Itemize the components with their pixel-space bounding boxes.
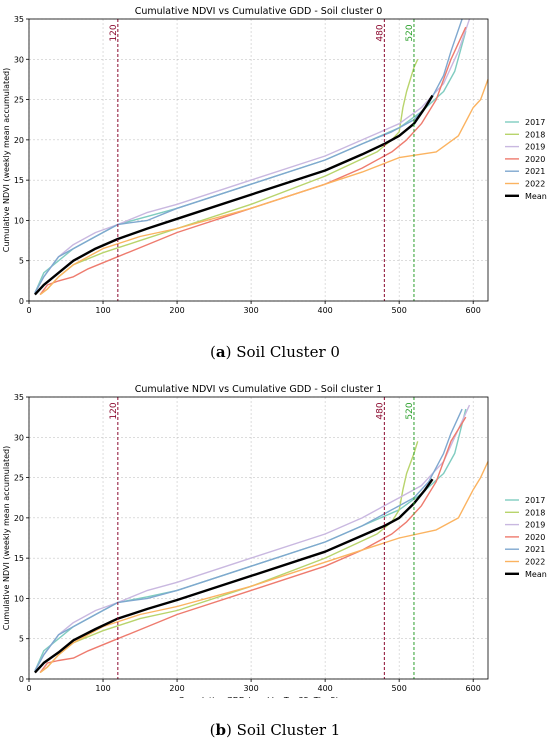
vline-label-120: 120 (109, 24, 119, 41)
y-tick-label: 5 (19, 635, 24, 644)
x-tick-label: 500 (392, 684, 407, 693)
chart-soil-cluster-0: 120 480 520 0 100 200 300 400 500 600 0 5 10 15 20 25 30… (2, 6, 547, 315)
x-tick-label: 200 (169, 306, 184, 315)
y-tick-label: 25 (14, 474, 24, 483)
y-tick-label: 15 (14, 554, 24, 563)
chart-title: Cumulative NDVI vs Cumulative GDD - Soil… (135, 6, 383, 17)
y-tick-label: 15 (14, 176, 24, 185)
legend-label-2022: 2022 (525, 558, 545, 567)
series-line-2021 (34, 408, 463, 672)
caption-a-open-paren: ( (210, 343, 216, 361)
series-line-2018 (39, 59, 419, 296)
plot-frame (28, 396, 489, 680)
legend-label-2021: 2021 (525, 167, 545, 176)
y-tick-label: 0 (19, 675, 24, 684)
caption-b-letter: b (215, 721, 227, 739)
series-line-mean (34, 94, 434, 296)
y-tick-label: 30 (14, 433, 24, 442)
chart-title: Cumulative NDVI vs Cumulative GDD - Soil… (135, 384, 383, 395)
x-tick-label: 0 (26, 684, 31, 693)
legend-label-2021: 2021 (525, 545, 545, 554)
chart-soil-cluster-1: 120 480 520 0 100 200 300 400 500 600 0 5 10 15 20 25 30… (2, 384, 547, 698)
x-tick-label: 400 (317, 684, 332, 693)
y-tick-label: 35 (14, 393, 24, 402)
legend-label-2018: 2018 (525, 130, 545, 139)
vline-label-480: 480 (375, 402, 385, 419)
legend-label-2017: 2017 (525, 496, 545, 505)
caption-b-open-paren: ( (209, 721, 216, 739)
x-tick-label: 600 (466, 306, 481, 315)
series-line-mean (34, 478, 434, 674)
legend-label-2020: 2020 (525, 155, 545, 164)
series-line-2020 (39, 26, 467, 296)
vline-label-120: 120 (109, 402, 119, 419)
x-axis-label: Cumulative GDD (weekly; Tc=35, Tb=5) (178, 696, 338, 698)
y-tick-label: 5 (19, 257, 24, 266)
series-line-2018 (39, 441, 419, 674)
y-tick-label: 20 (14, 514, 24, 523)
legend-label-2018: 2018 (525, 508, 545, 517)
legend-label-mean: Mean (525, 570, 547, 579)
caption-b: (b) Soil Cluster 1 (0, 721, 550, 739)
series-line-2021 (34, 18, 463, 294)
series-line-2019 (34, 404, 471, 672)
legend-label-2020: 2020 (525, 533, 545, 542)
legend-label-2022: 2022 (525, 180, 545, 189)
x-tick-label: 200 (169, 684, 184, 693)
caption-a-close-paren: ) (225, 343, 232, 361)
x-tick-label: 100 (95, 306, 110, 315)
y-tick-label: 35 (14, 15, 24, 24)
series-line-2022 (39, 461, 489, 674)
caption-a: (a) Soil Cluster 0 (0, 343, 550, 361)
x-tick-label: 400 (317, 306, 332, 315)
x-tick-label: 0 (26, 306, 31, 315)
caption-a-text: Soil Cluster 0 (231, 343, 340, 361)
y-tick-label: 20 (14, 136, 24, 145)
x-tick-label: 300 (243, 684, 258, 693)
y-tick-label: 10 (14, 594, 24, 603)
y-axis-label: Cumulative NDVI (weekly mean accumulated… (2, 446, 11, 630)
y-tick-label: 10 (14, 216, 24, 225)
legend-label-2019: 2019 (525, 143, 545, 152)
series-line-2022 (39, 79, 489, 296)
x-tick-label: 600 (466, 684, 481, 693)
vline-label-520: 520 (405, 24, 415, 41)
caption-b-text: Soil Cluster 1 (231, 721, 341, 739)
y-tick-label: 25 (14, 96, 24, 105)
vline-label-520: 520 (405, 402, 415, 419)
caption-a-letter: a (215, 343, 226, 361)
series-line-2020 (39, 416, 467, 674)
plot-frame (28, 18, 489, 302)
series-line-2019 (34, 18, 471, 294)
caption-b-close-paren: ) (226, 721, 232, 739)
legend-label-2019: 2019 (525, 521, 545, 530)
legend-label-mean: Mean (525, 192, 547, 201)
vline-label-480: 480 (375, 24, 385, 41)
y-tick-label: 0 (19, 297, 24, 306)
legend-label-2017: 2017 (525, 118, 545, 127)
x-tick-label: 500 (392, 306, 407, 315)
x-tick-label: 300 (243, 306, 258, 315)
y-axis-label: Cumulative NDVI (weekly mean accumulated… (2, 68, 11, 252)
x-tick-label: 100 (95, 684, 110, 693)
y-tick-label: 30 (14, 55, 24, 64)
